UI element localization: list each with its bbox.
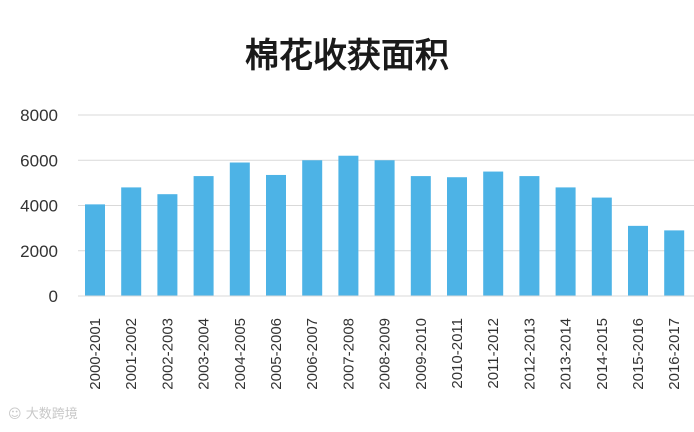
x-tick-label: 2008-2009 — [377, 318, 394, 390]
y-tick-label: 2000 — [20, 242, 58, 261]
x-tick-label: 2007-2008 — [340, 318, 357, 390]
bars — [85, 155, 685, 296]
x-tick-label: 2001-2002 — [123, 318, 140, 390]
bar — [591, 197, 612, 296]
y-tick-label: 6000 — [20, 151, 58, 170]
weibo-icon: ☺ — [8, 407, 22, 422]
x-tick-label: 2014-2015 — [594, 318, 611, 390]
bar — [338, 155, 359, 296]
x-tick-label: 2010-2011 — [449, 318, 466, 389]
x-tick-label: 2000-2001 — [87, 318, 104, 390]
x-tick-label: 2004-2005 — [232, 318, 249, 390]
bar — [410, 176, 431, 296]
bar — [519, 176, 540, 296]
bar — [374, 160, 395, 296]
bar — [266, 174, 286, 296]
x-tick-label: 2016-2017 — [666, 318, 683, 390]
y-tick-label: 0 — [49, 287, 58, 306]
bar — [157, 194, 178, 296]
tick-labels: 0 2000 4000 6000 8000 2000-2001 2001-2002 2002-… — [20, 106, 683, 390]
x-tick-label: 2011-2012 — [485, 318, 502, 389]
watermark-text: 大数跨境 — [25, 407, 78, 422]
bar — [229, 162, 250, 296]
bar — [121, 187, 142, 296]
x-tick-label: 2012-2013 — [521, 318, 538, 390]
bar — [193, 176, 214, 296]
x-tick-label: 2013-2014 — [558, 318, 575, 390]
x-tick-label: 2009-2010 — [413, 318, 430, 390]
x-tick-label: 2002-2003 — [159, 318, 176, 390]
bar — [302, 160, 323, 296]
bar — [447, 177, 467, 296]
bar — [664, 230, 685, 296]
y-tick-label: 8000 — [20, 106, 58, 125]
x-tick-label: 2015-2016 — [630, 318, 647, 390]
bar — [483, 171, 504, 296]
chart-title: 棉花收获面积 — [245, 36, 449, 76]
bar — [85, 204, 105, 296]
bar — [555, 187, 576, 296]
y-tick-label: 4000 — [20, 197, 58, 216]
x-tick-label: 2005-2006 — [268, 318, 285, 390]
x-tick-label: 2003-2004 — [196, 318, 213, 390]
bar — [628, 225, 648, 296]
x-tick-label: 2006-2007 — [304, 318, 321, 390]
watermark-logo: ☺ 大数跨境 — [8, 403, 78, 422]
